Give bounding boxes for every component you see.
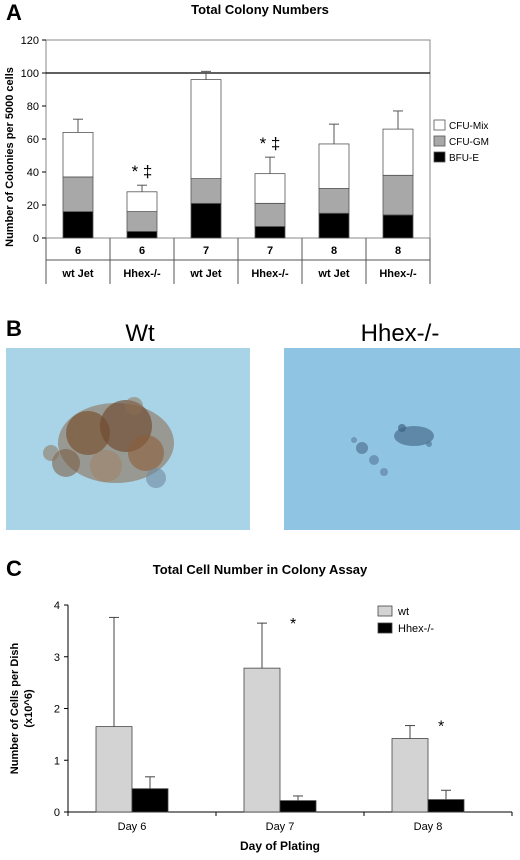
wt-colony-photo	[6, 348, 250, 530]
y-tick-label: 3	[54, 652, 60, 664]
y-tick-label: 1	[54, 755, 60, 767]
category-group-label: Hhex-/-	[123, 268, 161, 280]
legend-label: BFU-E	[449, 153, 479, 164]
legend-label: CFU-Mix	[449, 121, 488, 132]
bar-hhex	[427, 799, 465, 813]
category-day-label: 8	[331, 245, 337, 257]
y-tick-label: 2	[54, 704, 60, 716]
bar-segment	[382, 174, 414, 216]
y-tick-label: 60	[27, 134, 39, 146]
bar-segment	[62, 176, 94, 212]
y-tick-label: 120	[21, 35, 39, 47]
legend-swatch	[433, 151, 446, 163]
legend-label: Hhex-/-	[398, 623, 434, 635]
colony-large-icon	[43, 397, 174, 488]
y-tick-label: 20	[27, 200, 39, 212]
x-axis-label: Day of Plating	[240, 839, 320, 853]
legend-label: CFU-GM	[449, 137, 489, 148]
category-group-label: Hhex-/-	[379, 268, 417, 280]
bar-segment	[254, 173, 286, 204]
y-axis-label: Number of Colonies per 5000 cells	[4, 67, 16, 247]
legend-swatch	[433, 135, 446, 147]
y-tick-label: 4	[54, 600, 60, 612]
y-tick-label: 80	[27, 101, 39, 113]
x-tick-label: Day 8	[414, 821, 443, 833]
y-axis-label: Number of Cells per Dish	[9, 643, 21, 775]
significance-marker: *	[438, 719, 444, 736]
x-tick-label: Day 7	[266, 821, 295, 833]
photo-wt-label: Wt	[125, 320, 155, 347]
legend-swatch	[377, 622, 393, 634]
significance-marker: *	[290, 616, 296, 633]
y-tick-label: 0	[54, 807, 60, 819]
bar-segment	[190, 79, 222, 179]
category-group-label: wt Jet	[61, 268, 94, 280]
chart-a-title: Total Colony Numbers	[191, 2, 329, 17]
category-day-label: 8	[395, 245, 401, 257]
y-tick-label: 40	[27, 167, 39, 179]
legend-swatch	[377, 605, 393, 617]
category-day-label: 6	[139, 245, 145, 257]
bar-hhex	[131, 788, 169, 813]
category-group-label: Hhex-/-	[251, 268, 289, 280]
hhex-colony-photo	[284, 348, 520, 530]
bar-segment	[190, 202, 222, 239]
bar-wt	[391, 738, 429, 813]
bar-wt	[243, 667, 281, 813]
y-tick-label: 100	[21, 68, 39, 80]
category-day-label: 6	[75, 245, 81, 257]
bar-segment	[62, 211, 94, 239]
x-tick-label: Day 6	[118, 821, 147, 833]
bar-wt	[95, 726, 133, 813]
panel-letter-a: A	[6, 0, 22, 25]
panel-letter-b: B	[6, 316, 22, 341]
legend-swatch	[433, 119, 446, 131]
bar-hhex	[279, 800, 317, 813]
colony-small-icon	[351, 424, 434, 476]
y-tick-label: 0	[33, 233, 39, 245]
legend-label: wt	[397, 606, 409, 618]
category-group-label: wt Jet	[189, 268, 222, 280]
y-axis-label: (x10^6)	[23, 689, 35, 728]
category-day-label: 7	[203, 245, 209, 257]
panel-letter-c: C	[6, 556, 22, 581]
category-group-label: wt Jet	[317, 268, 350, 280]
chart-c-title: Total Cell Number in Colony Assay	[152, 562, 368, 577]
significance-marker: * ‡	[132, 162, 153, 181]
category-day-label: 7	[267, 245, 273, 257]
bar-segment	[62, 131, 94, 178]
photo-hhex-label: Hhex-/-	[360, 320, 440, 347]
colony-numbers-chart: 0 20 40 60 80 100 120 Number of Colonies per 50…	[4, 35, 489, 284]
significance-marker: * ‡	[260, 134, 281, 153]
bar-segment	[318, 143, 350, 189]
